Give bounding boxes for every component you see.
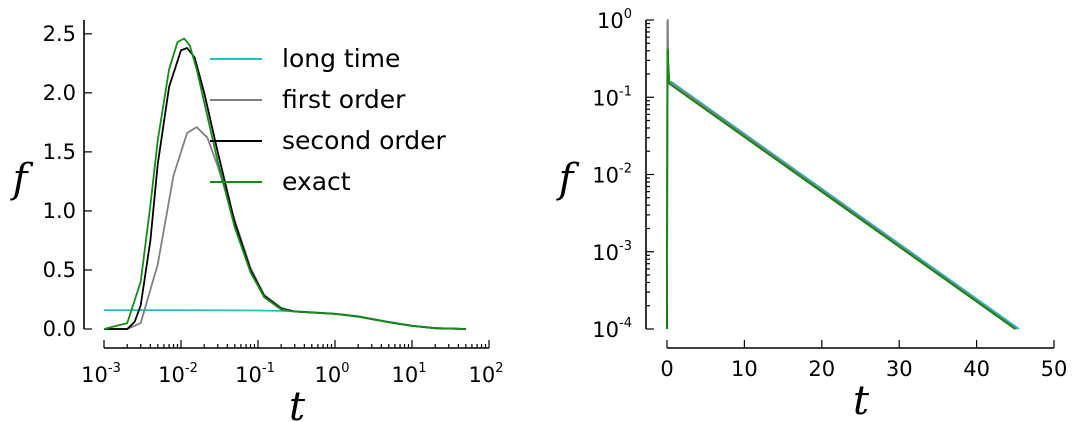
right-series-long-time	[670, 80, 1020, 330]
left-x-axis-title: t	[289, 384, 306, 422]
right-y-tick-label: 10-4	[592, 316, 632, 342]
right-y-tick-label: 10-1	[592, 84, 632, 110]
right-x-tick-label: 40	[963, 357, 990, 381]
legend-label-second-order: second order	[282, 126, 446, 155]
right-x-tick-label: 30	[886, 357, 913, 381]
right-x-tick-label: 50	[1041, 357, 1068, 381]
panel-right-chart: 100 10-1 10-2 10-3 10-4 0 10 20 30 40 50 t f	[556, 7, 1068, 422]
left-x-tick-label: 100	[314, 361, 349, 387]
right-y-tick-label: 10-3	[592, 239, 632, 265]
left-series-exact	[103, 37, 466, 330]
right-series-exact	[666, 48, 1016, 330]
panel-left-chart: 0.0 0.5 1.0 1.5 2.0 2.5 10-3 10-2 10-1 100 101 102 t…	[10, 20, 504, 422]
legend-label-first-order: first order	[282, 85, 406, 114]
left-y-tick-label: 1.5	[43, 140, 76, 164]
left-y-axis-title: f	[10, 156, 34, 202]
right-x-tick-label: 10	[731, 357, 758, 381]
right-y-tick-label: 100	[597, 7, 632, 33]
left-y-tick-label: 0.5	[43, 258, 76, 282]
left-x-tick-label: 101	[391, 361, 426, 387]
right-y-axis-title: f	[556, 156, 580, 202]
left-y-tick-label: 2.5	[43, 22, 76, 46]
legend-label-exact: exact	[282, 167, 351, 196]
left-y-tick-label: 0.0	[43, 317, 76, 341]
right-x-axis-title: t	[853, 378, 870, 422]
left-y-tick-label: 1.0	[43, 199, 76, 223]
legend-label-long-time: long time	[282, 44, 400, 73]
right-series-second-order	[666, 49, 1016, 330]
left-y-tick-label: 2.0	[43, 81, 76, 105]
right-series-first-order	[666, 19, 1018, 330]
left-x-tick-label: 102	[468, 361, 503, 387]
left-x-tick-label: 10-3	[81, 361, 121, 387]
left-x-tick-label: 10-1	[235, 361, 275, 387]
right-y-tick-label: 10-2	[592, 162, 632, 188]
right-x-tick-label: 20	[808, 357, 835, 381]
right-x-tick-label: 0	[660, 357, 673, 381]
left-x-tick-label: 10-2	[158, 361, 198, 387]
